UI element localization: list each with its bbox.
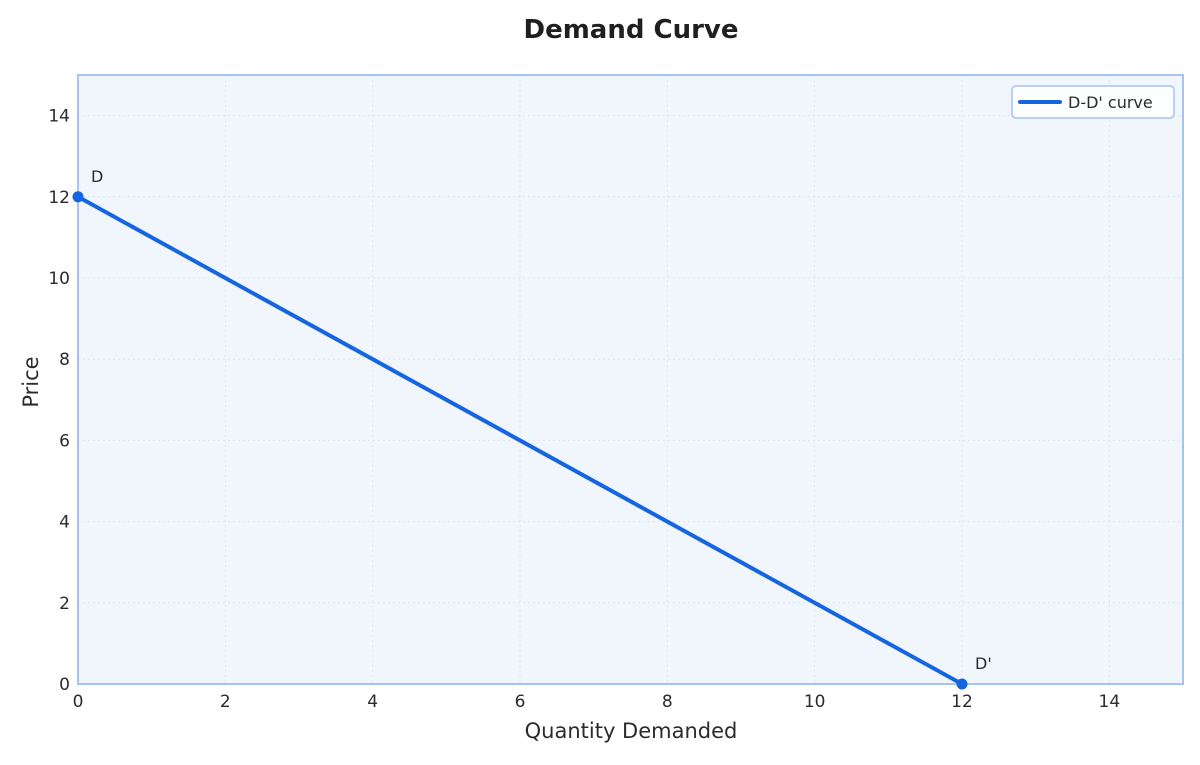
legend-label: D-D' curve — [1068, 93, 1153, 112]
demand-line — [76, 194, 964, 686]
data-point — [956, 678, 968, 690]
x-tick-label: 2 — [220, 692, 231, 712]
point-label: D — [91, 167, 103, 186]
x-tick-label: 0 — [73, 692, 84, 712]
annotations: D D' — [91, 167, 992, 673]
y-tick-label: 4 — [59, 513, 70, 533]
y-tick-label: 14 — [48, 107, 70, 127]
chart-title: Demand Curve — [523, 15, 738, 45]
y-axis-ticks: 0 2 4 6 8 10 12 14 — [48, 107, 70, 695]
series-layer — [72, 191, 968, 690]
y-tick-label: 8 — [59, 350, 70, 370]
point-label: D' — [975, 654, 992, 673]
x-tick-label: 14 — [1099, 692, 1121, 712]
x-tick-label: 8 — [662, 692, 673, 712]
x-axis-ticks: 0 2 4 6 8 10 12 14 — [73, 692, 1121, 712]
plot-area — [78, 75, 1183, 684]
plot-frame — [77, 74, 1184, 685]
y-tick-label: 10 — [48, 269, 70, 289]
y-tick-label: 12 — [48, 188, 70, 208]
y-axis-label: Price — [19, 356, 43, 407]
x-axis-label: Quantity Demanded — [525, 719, 738, 743]
x-tick-label: 4 — [367, 692, 378, 712]
x-tick-label: 6 — [515, 692, 526, 712]
legend-box — [1011, 85, 1175, 119]
y-tick-label: 0 — [59, 675, 70, 695]
x-tick-label: 10 — [804, 692, 826, 712]
y-tick-label: 6 — [59, 431, 70, 451]
data-point — [72, 191, 84, 203]
legend: D-D' curve — [1011, 85, 1175, 119]
x-tick-label: 12 — [951, 692, 973, 712]
grid-lines — [77, 75, 1183, 685]
y-tick-label: 2 — [59, 594, 70, 614]
